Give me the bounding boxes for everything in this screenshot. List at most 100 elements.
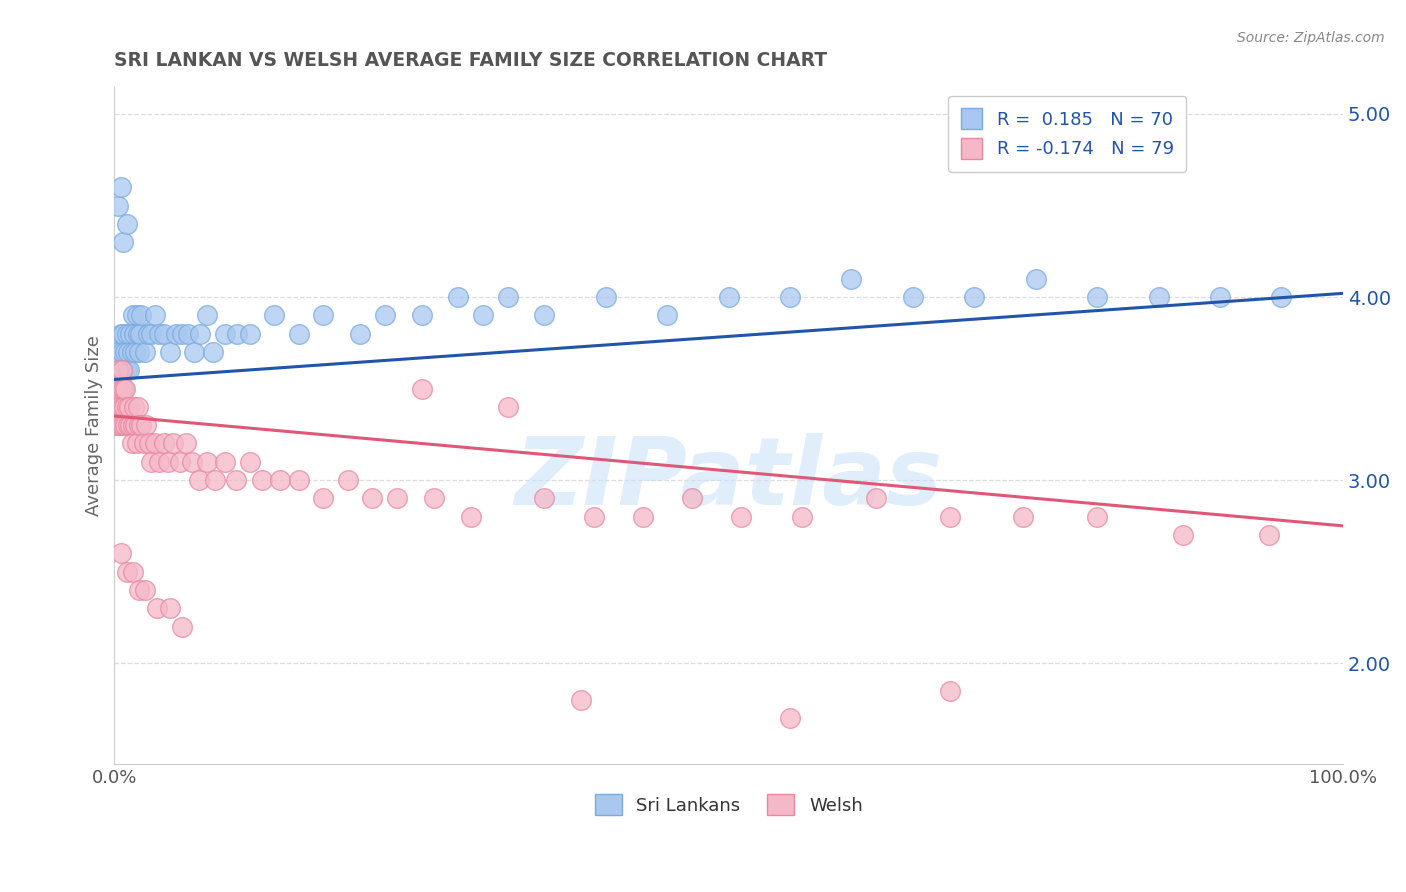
Point xyxy=(143,436,166,450)
Point xyxy=(779,711,801,725)
Point xyxy=(134,345,156,359)
Point xyxy=(135,418,157,433)
Point xyxy=(195,455,218,469)
Point xyxy=(1209,290,1232,304)
Point xyxy=(170,619,193,633)
Point xyxy=(595,290,617,304)
Y-axis label: Average Family Size: Average Family Size xyxy=(86,334,103,516)
Point xyxy=(108,400,131,414)
Point xyxy=(195,309,218,323)
Point xyxy=(533,491,555,506)
Point xyxy=(131,418,153,433)
Point xyxy=(111,235,134,249)
Point xyxy=(214,326,236,341)
Point xyxy=(471,309,494,323)
Point xyxy=(107,345,129,359)
Point xyxy=(238,326,260,341)
Point xyxy=(122,400,145,414)
Point xyxy=(120,326,142,341)
Point xyxy=(105,382,128,396)
Point xyxy=(105,400,128,414)
Point xyxy=(183,345,205,359)
Point xyxy=(152,326,174,341)
Legend: Sri Lankans, Welsh: Sri Lankans, Welsh xyxy=(588,788,870,822)
Point xyxy=(146,601,169,615)
Point xyxy=(159,345,181,359)
Point xyxy=(141,326,163,341)
Point xyxy=(124,418,146,433)
Point xyxy=(1085,509,1108,524)
Point xyxy=(159,601,181,615)
Point xyxy=(115,217,138,231)
Point xyxy=(111,418,134,433)
Point xyxy=(287,473,309,487)
Point xyxy=(148,455,170,469)
Point xyxy=(107,198,129,212)
Point xyxy=(238,455,260,469)
Point xyxy=(114,418,136,433)
Point xyxy=(361,491,384,506)
Point xyxy=(148,326,170,341)
Point xyxy=(533,309,555,323)
Point xyxy=(1025,271,1047,285)
Point xyxy=(865,491,887,506)
Point xyxy=(312,309,335,323)
Point xyxy=(190,326,212,341)
Point xyxy=(127,400,149,414)
Point xyxy=(120,418,142,433)
Point xyxy=(374,309,396,323)
Point xyxy=(582,509,605,524)
Text: SRI LANKAN VS WELSH AVERAGE FAMILY SIZE CORRELATION CHART: SRI LANKAN VS WELSH AVERAGE FAMILY SIZE … xyxy=(114,51,828,70)
Point xyxy=(117,418,139,433)
Point xyxy=(111,400,134,414)
Point xyxy=(118,400,141,414)
Point xyxy=(122,326,145,341)
Point xyxy=(188,473,211,487)
Text: Source: ZipAtlas.com: Source: ZipAtlas.com xyxy=(1237,31,1385,45)
Point xyxy=(128,418,150,433)
Point xyxy=(112,382,135,396)
Point xyxy=(157,455,180,469)
Point xyxy=(131,309,153,323)
Point xyxy=(115,400,138,414)
Point xyxy=(1012,509,1035,524)
Point xyxy=(105,400,128,414)
Point xyxy=(631,509,654,524)
Point xyxy=(128,582,150,597)
Point xyxy=(385,491,408,506)
Point xyxy=(569,692,592,706)
Point xyxy=(1085,290,1108,304)
Point xyxy=(170,326,193,341)
Point xyxy=(447,290,470,304)
Point xyxy=(124,345,146,359)
Point xyxy=(110,382,132,396)
Point xyxy=(1258,528,1281,542)
Point xyxy=(141,455,163,469)
Point xyxy=(496,290,519,304)
Point xyxy=(939,683,962,698)
Point xyxy=(841,271,863,285)
Point xyxy=(111,326,134,341)
Point xyxy=(180,455,202,469)
Point xyxy=(110,180,132,194)
Point xyxy=(115,326,138,341)
Point xyxy=(128,345,150,359)
Point xyxy=(681,491,703,506)
Point xyxy=(111,345,134,359)
Point xyxy=(152,436,174,450)
Point xyxy=(115,565,138,579)
Point xyxy=(939,509,962,524)
Point xyxy=(1147,290,1170,304)
Point xyxy=(162,436,184,450)
Point xyxy=(104,418,127,433)
Point xyxy=(121,345,143,359)
Point xyxy=(111,382,134,396)
Point xyxy=(107,382,129,396)
Point xyxy=(136,326,159,341)
Point xyxy=(134,582,156,597)
Point xyxy=(657,309,679,323)
Point xyxy=(717,290,740,304)
Point xyxy=(115,363,138,377)
Point xyxy=(287,326,309,341)
Point xyxy=(214,455,236,469)
